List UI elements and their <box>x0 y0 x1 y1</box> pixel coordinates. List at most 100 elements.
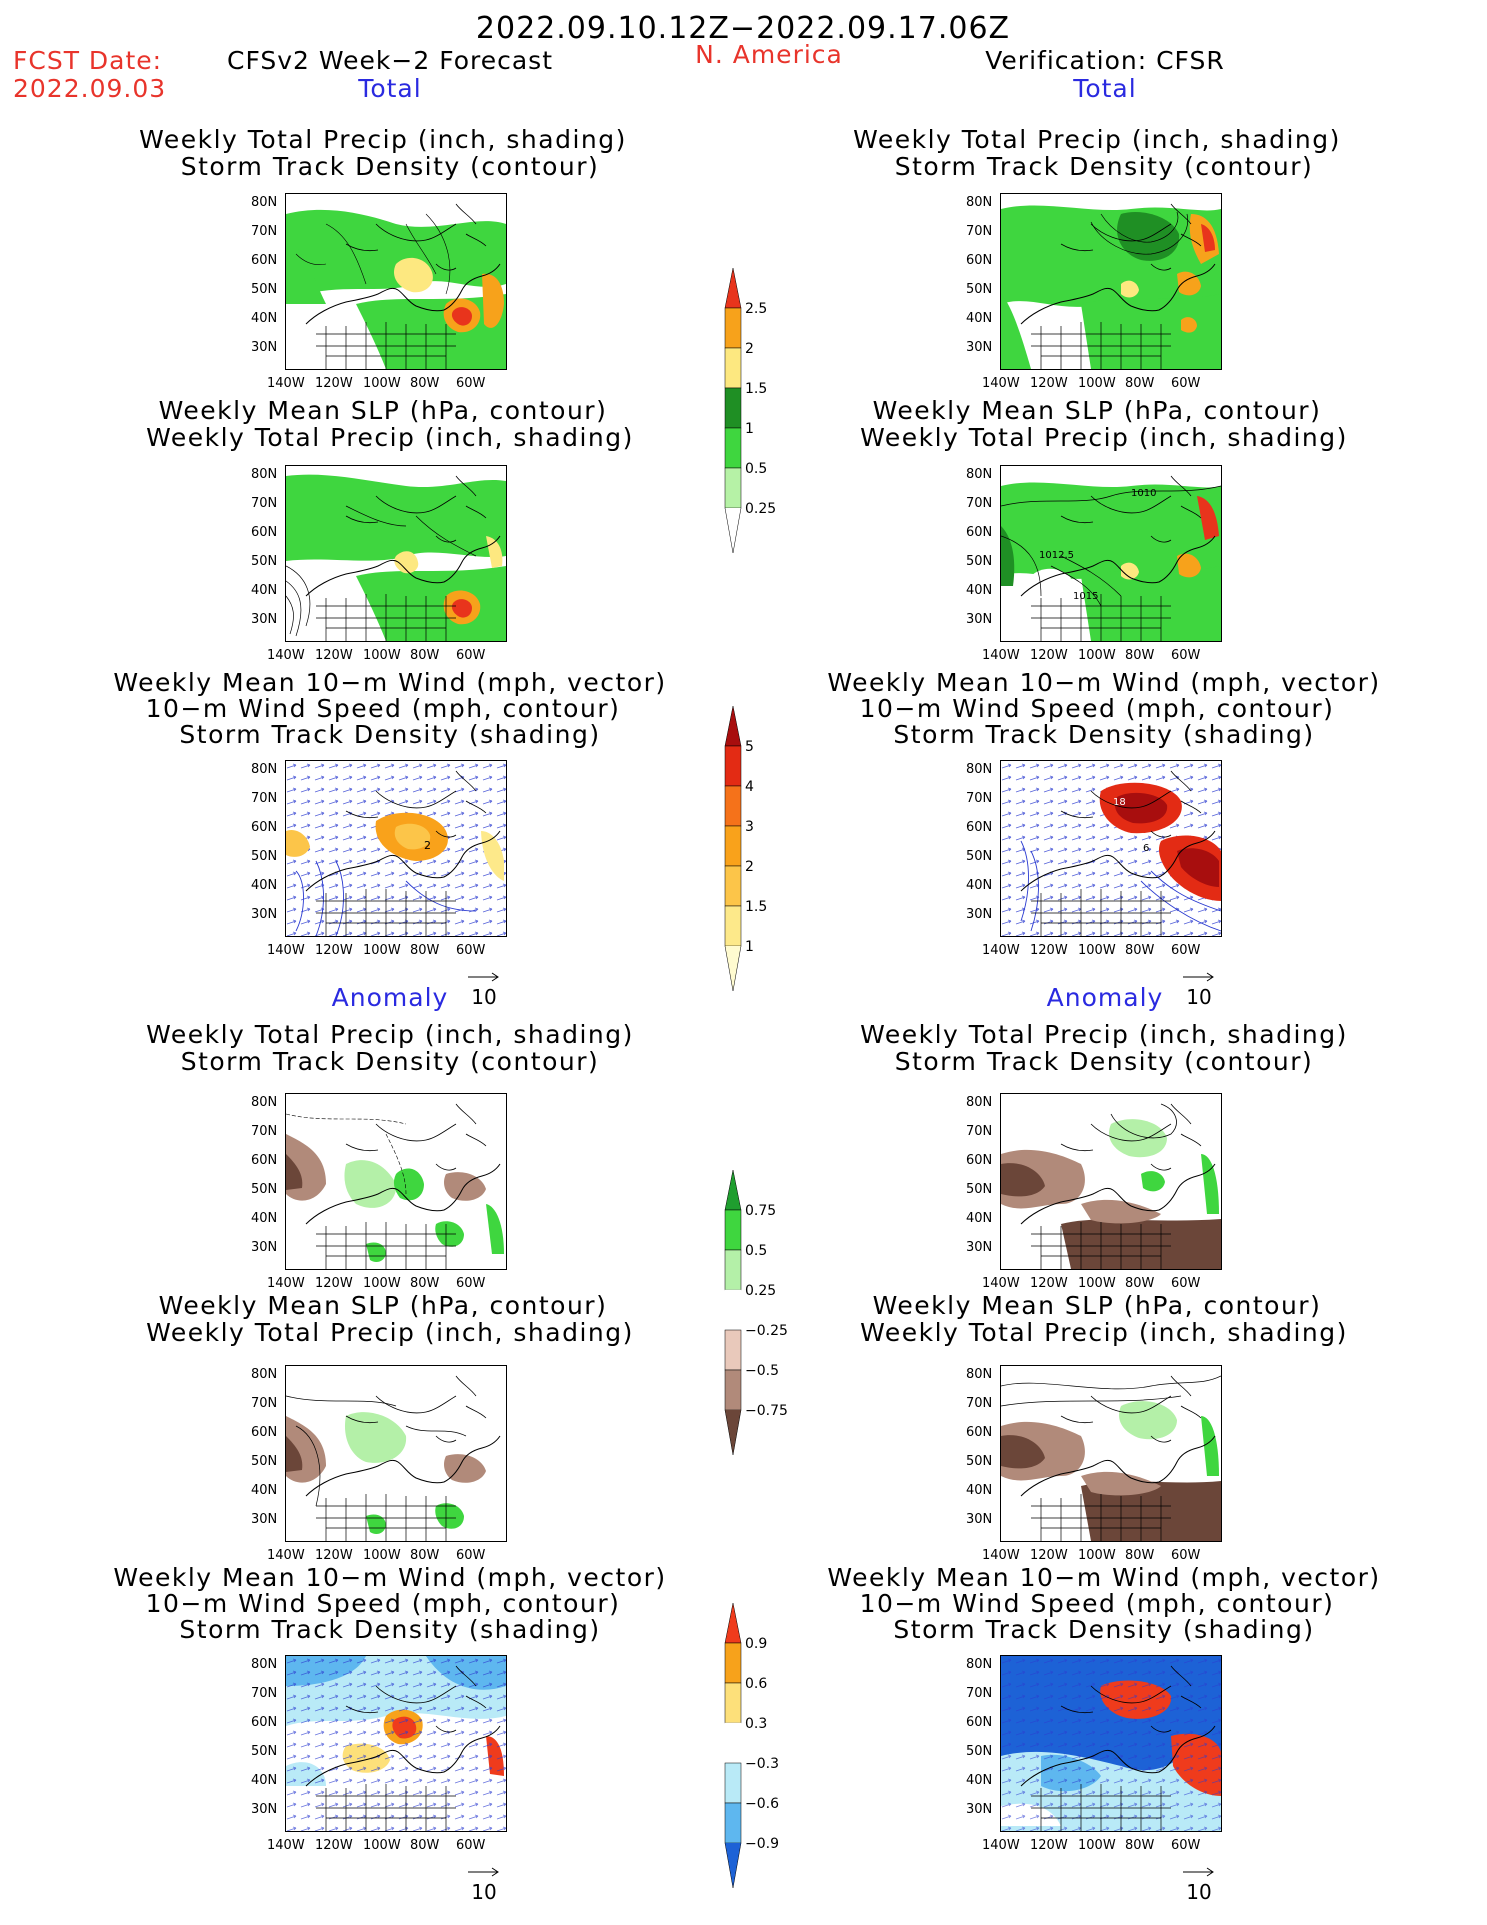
cb-track-anom-neg06: −0.6 <box>745 1796 779 1812</box>
lat-label: 80N <box>251 762 278 777</box>
lon-label: 140W <box>267 1276 305 1291</box>
lon-label: 100W <box>363 1838 401 1853</box>
lon-label: 100W <box>363 943 401 958</box>
lon-label: 60W <box>456 1548 486 1563</box>
lat-label: 80N <box>966 467 993 482</box>
lon-label: 120W <box>315 1548 353 1563</box>
lat-label: 80N <box>251 1095 278 1110</box>
cb-track-total-3: 3 <box>745 819 754 835</box>
lon-label: 60W <box>456 1276 486 1291</box>
lat-label: 50N <box>966 1744 993 1759</box>
l5-title-line2: Weekly Total Precip (inch, shading) <box>146 1318 634 1347</box>
lat-label: 40N <box>966 1483 993 1498</box>
map-left-precip-track-anomaly <box>285 1093 507 1270</box>
lat-label: 30N <box>966 612 993 627</box>
cb-track-anom-09: 0.9 <box>745 1636 768 1652</box>
lat-label: 50N <box>251 554 278 569</box>
lat-label: 70N <box>966 496 993 511</box>
lon-label: 80W <box>410 648 440 663</box>
arrow-right-icon <box>468 972 499 982</box>
lat-label: 40N <box>251 1211 278 1226</box>
cb-precip-total-1: 1 <box>745 421 754 437</box>
r5-title-line2: Weekly Total Precip (inch, shading) <box>860 1318 1348 1347</box>
l4-title-line2: Storm Track Density (contour) <box>180 1047 600 1076</box>
lat-label: 30N <box>251 1802 278 1817</box>
r1-title-line1: Weekly Total Precip (inch, shading) <box>853 125 1341 154</box>
lat-label: 80N <box>966 1657 993 1672</box>
lat-label: 80N <box>966 195 993 210</box>
lat-label: 80N <box>251 195 278 210</box>
l3-title-line1: Weekly Mean 10−m Wind (mph, vector) <box>113 668 667 697</box>
left-total-label: Total <box>358 74 422 103</box>
lat-label: 30N <box>251 340 278 355</box>
lon-label: 120W <box>315 376 353 391</box>
l6-title-line3: Storm Track Density (shading) <box>179 1615 601 1644</box>
right-wind-label-6: 6 <box>1143 843 1149 854</box>
cb-precip-total-05: 0.5 <box>745 461 768 477</box>
r2-title-line1: Weekly Mean SLP (hPa, contour) <box>872 396 1322 425</box>
lat-label: 40N <box>966 583 993 598</box>
lat-label: 30N <box>966 1240 993 1255</box>
lon-label: 140W <box>982 1276 1020 1291</box>
lon-label: 120W <box>1030 376 1068 391</box>
cb-track-total-4: 4 <box>745 779 754 795</box>
arrow-right-icon <box>1183 972 1214 982</box>
cb-track-total-5: 5 <box>745 739 754 755</box>
lon-label: 100W <box>363 1276 401 1291</box>
lon-label: 100W <box>1078 1548 1116 1563</box>
right-column-title: Verification: CFSR <box>985 46 1225 75</box>
lon-label: 60W <box>456 943 486 958</box>
lon-label: 80W <box>1125 376 1155 391</box>
lat-label: 70N <box>966 1396 993 1411</box>
r6-title-line2: 10−m Wind Speed (mph, contour) <box>859 1589 1335 1618</box>
lat-label: 40N <box>251 1483 278 1498</box>
lat-label: 80N <box>251 467 278 482</box>
r3-title-line1: Weekly Mean 10−m Wind (mph, vector) <box>827 668 1381 697</box>
l1-title-line1: Weekly Total Precip (inch, shading) <box>139 125 627 154</box>
r3-title-line2: 10−m Wind Speed (mph, contour) <box>859 694 1335 723</box>
lat-label: 40N <box>966 1211 993 1226</box>
arrow-right-icon <box>1183 1867 1214 1877</box>
left-anomaly-label: Anomaly <box>331 983 449 1012</box>
vector-reference-right-total: 10 <box>1181 963 1217 1009</box>
lon-label: 80W <box>1125 1548 1155 1563</box>
right-slp-label-1015: 1015 <box>1073 591 1098 602</box>
lon-label: 120W <box>315 1276 353 1291</box>
map-left-precip-track-total <box>285 193 507 370</box>
cb-track-total-15: 1.5 <box>745 899 768 915</box>
l5-title-line1: Weekly Mean SLP (hPa, contour) <box>158 1291 608 1320</box>
lat-label: 50N <box>251 1744 278 1759</box>
lat-label: 50N <box>251 849 278 864</box>
lon-label: 80W <box>410 1276 440 1291</box>
lon-label: 120W <box>1030 1276 1068 1291</box>
lat-label: 40N <box>966 1773 993 1788</box>
cb-track-anom-neg09: −0.9 <box>745 1836 779 1852</box>
cb-track-total-2: 2 <box>745 859 754 875</box>
lon-label: 140W <box>267 1548 305 1563</box>
cb-precip-anom-075: 0.75 <box>745 1203 777 1219</box>
lat-label: 50N <box>966 1182 993 1197</box>
l1-title-line2: Storm Track Density (contour) <box>180 152 600 181</box>
cb-precip-anom-025: 0.25 <box>745 1283 777 1299</box>
lat-label: 40N <box>251 878 278 893</box>
l3-title-line2: 10−m Wind Speed (mph, contour) <box>145 694 621 723</box>
lon-label: 100W <box>1078 1276 1116 1291</box>
cb-track-anom-06: 0.6 <box>745 1676 768 1692</box>
map-right-slp-precip-anomaly <box>1000 1365 1222 1542</box>
colorbar-track-total-svg <box>724 705 742 992</box>
vector-reference-left-anomaly: 10 <box>466 1858 502 1904</box>
l4-title-line1: Weekly Total Precip (inch, shading) <box>146 1020 634 1049</box>
r1-title-line2: Storm Track Density (contour) <box>894 152 1314 181</box>
lat-label: 60N <box>966 525 993 540</box>
lat-label: 80N <box>966 1095 993 1110</box>
lat-label: 60N <box>251 1153 278 1168</box>
lat-label: 30N <box>966 907 993 922</box>
region-label: N. America <box>695 40 843 69</box>
colorbar-track-total <box>723 705 743 1000</box>
map-right-wind-track-total: 18 6 <box>1000 760 1222 937</box>
lat-label: 50N <box>966 849 993 864</box>
lon-label: 80W <box>1125 943 1155 958</box>
right-wind-label-18: 18 <box>1113 797 1126 808</box>
cb-precip-anom-neg05: −0.5 <box>745 1363 779 1379</box>
lon-label: 100W <box>1078 943 1116 958</box>
